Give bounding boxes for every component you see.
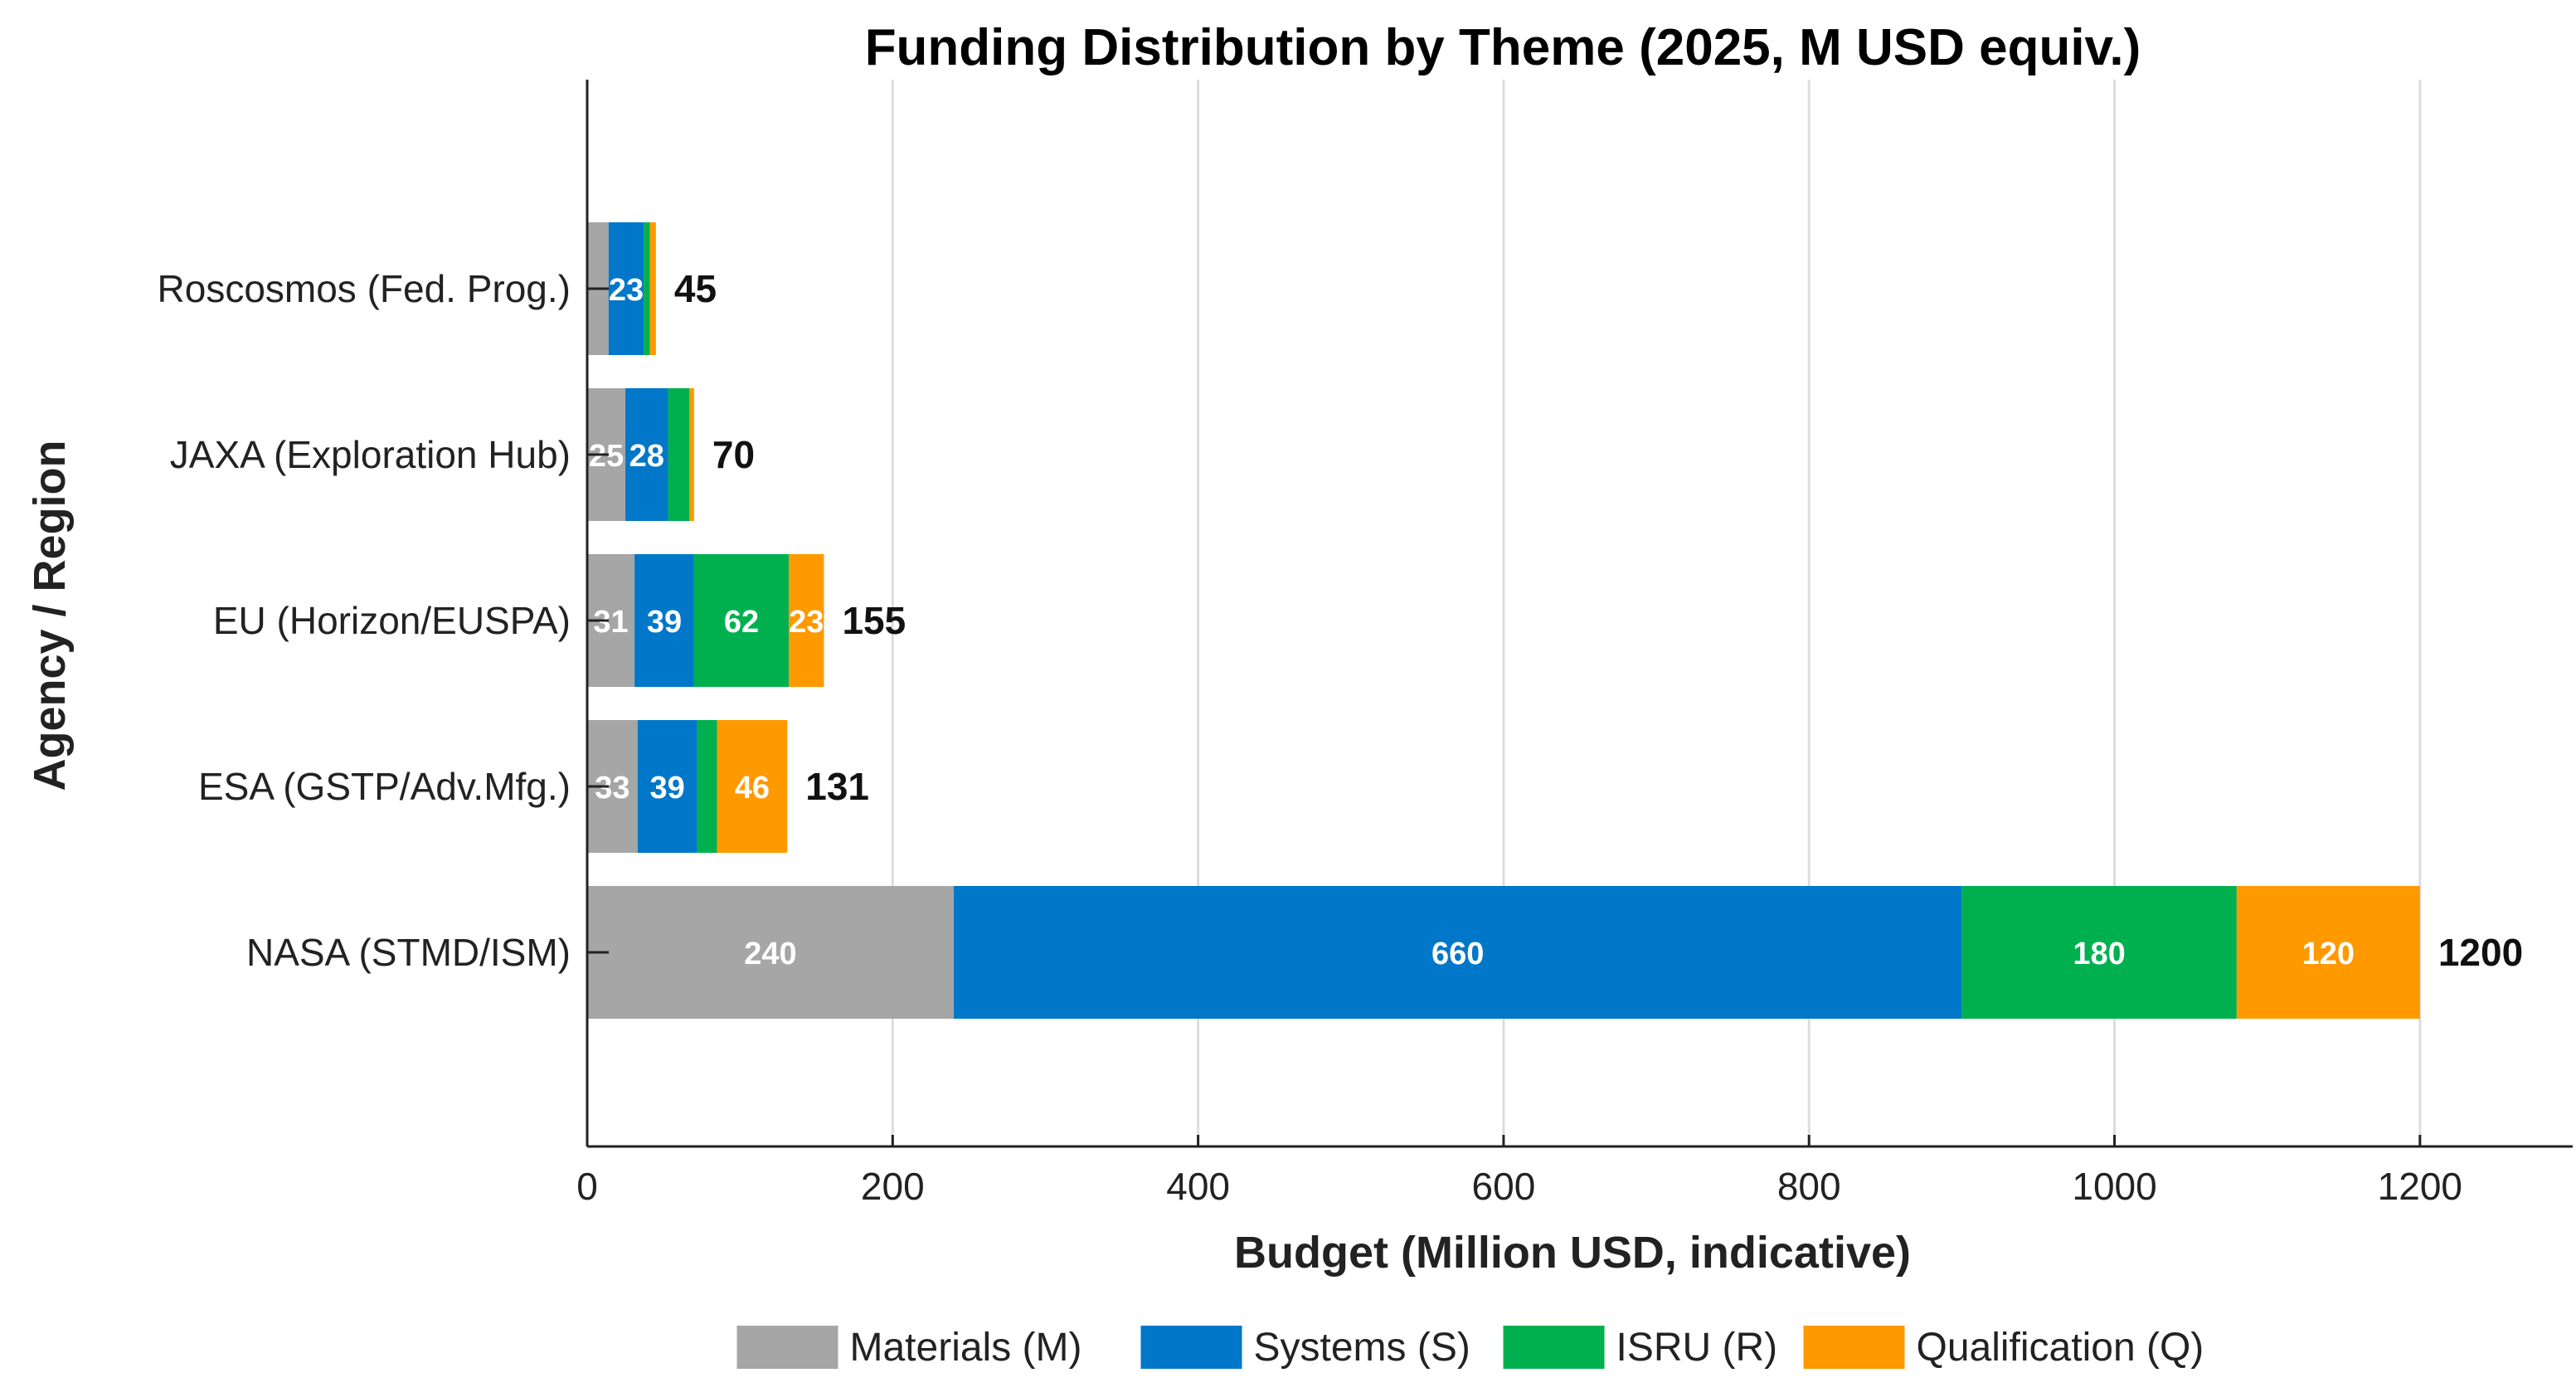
data-label-nasa-stmd-ism-isru-r: 180 [2073, 937, 2125, 971]
bars: 240 660 180 120 1200 33 39 46 131 31 39 62 23 155 25 28… [587, 222, 2523, 1019]
bar-nasa-stmd-ism-qualification-q [2236, 886, 2420, 1019]
data-label-eu-horizon-euspa-qualification-q: 23 [789, 605, 824, 640]
bar-roscosmos-fed-prog-qualification-q [649, 222, 656, 355]
bar-roscosmos-fed-prog-systems-s [608, 222, 644, 355]
legend-label-materials-m: Materials (M) [850, 1326, 1082, 1370]
total-label-esa-gstp-adv-mfg: 131 [805, 765, 869, 808]
total-label-roscosmos-fed-prog: 45 [674, 267, 717, 310]
legend-swatch-qualification-q [1803, 1326, 1905, 1369]
bar-roscosmos-fed-prog-isru-r [644, 222, 650, 355]
y-tick-label-roscosmos-fed-prog: Roscosmos (Fed. Prog.) [158, 267, 571, 310]
bar-nasa-stmd-ism-systems-s [953, 886, 1962, 1019]
x-tick-label-1000: 1000 [2072, 1165, 2156, 1208]
chart-title: Funding Distribution by Theme (2025, M U… [865, 19, 2141, 76]
data-label-nasa-stmd-ism-systems-s: 660 [1431, 937, 1484, 971]
legend-swatch-systems-s [1140, 1326, 1242, 1369]
x-tick-label-1200: 1200 [2378, 1165, 2462, 1208]
total-label-jaxa-exploration-hub: 70 [712, 433, 755, 476]
y-tick-label-esa-gstp-adv-mfg: ESA (GSTP/Adv.Mfg.) [198, 765, 571, 808]
bar-nasa-stmd-ism-isru-r [1961, 886, 2237, 1019]
data-label-eu-horizon-euspa-materials-m: 31 [593, 605, 628, 640]
data-label-eu-horizon-euspa-systems-s: 39 [647, 605, 682, 640]
data-label-nasa-stmd-ism-qualification-q: 120 [2302, 937, 2355, 971]
bar-jaxa-exploration-hub-qualification-q [689, 388, 694, 521]
axes: 0 200 400 600 800 1000 1200 NASA (STMD/ISM) ESA … [158, 80, 2573, 1208]
legend-swatch-materials-m [736, 1326, 838, 1369]
total-label-nasa-stmd-ism: 1200 [2438, 931, 2523, 974]
legend-swatch-isru-r [1503, 1326, 1605, 1369]
bar-eu-horizon-euspa-qualification-q [789, 554, 824, 687]
legend-label-systems-s: Systems (S) [1254, 1326, 1470, 1370]
bar-esa-gstp-adv-mfg-isru-r [697, 720, 717, 853]
data-label-esa-gstp-adv-mfg-qualification-q: 46 [735, 771, 770, 806]
bar-esa-gstp-adv-mfg-systems-s [637, 720, 697, 853]
y-tick-label-jaxa-exploration-hub: JAXA (Exploration Hub) [170, 433, 571, 476]
bar-eu-horizon-euspa-isru-r [693, 554, 790, 687]
bar-nasa-stmd-ism-materials-m [587, 886, 954, 1019]
x-tick-label-800: 800 [1777, 1165, 1841, 1208]
bar-jaxa-exploration-hub-systems-s [625, 388, 668, 521]
x-tick-label-400: 400 [1166, 1165, 1230, 1208]
y-axis-title: Agency / Region [25, 440, 75, 791]
data-label-nasa-stmd-ism-materials-m: 240 [744, 937, 796, 971]
bar-eu-horizon-euspa-systems-s [634, 554, 694, 687]
bar-jaxa-exploration-hub-isru-r [668, 388, 690, 521]
data-label-jaxa-exploration-hub-systems-s: 28 [629, 439, 664, 474]
data-label-roscosmos-fed-prog-systems-s: 23 [609, 273, 644, 308]
legend-label-isru-r: ISRU (R) [1616, 1326, 1778, 1370]
x-tick-label-200: 200 [861, 1165, 925, 1208]
x-tick-label-600: 600 [1472, 1165, 1536, 1208]
legend: Materials (M) Systems (S) ISRU (R) Qualific… [736, 1326, 2204, 1370]
data-label-jaxa-exploration-hub-materials-m: 25 [589, 439, 624, 474]
x-axis-title: Budget (Million USD, indicative) [1234, 1228, 1911, 1278]
x-tick-label-0: 0 [576, 1165, 598, 1208]
data-label-esa-gstp-adv-mfg-materials-m: 33 [595, 771, 629, 806]
total-label-eu-horizon-euspa: 155 [842, 599, 906, 642]
legend-label-qualification-q: Qualification (Q) [1917, 1326, 2204, 1370]
data-label-eu-horizon-euspa-isru-r: 62 [724, 605, 759, 640]
data-label-esa-gstp-adv-mfg-systems-s: 39 [650, 771, 685, 806]
y-tick-label-eu-horizon-euspa: EU (Horizon/EUSPA) [213, 599, 571, 642]
y-tick-label-nasa-stmd-ism: NASA (STMD/ISM) [246, 931, 571, 974]
bar-esa-gstp-adv-mfg-qualification-q [717, 720, 788, 853]
